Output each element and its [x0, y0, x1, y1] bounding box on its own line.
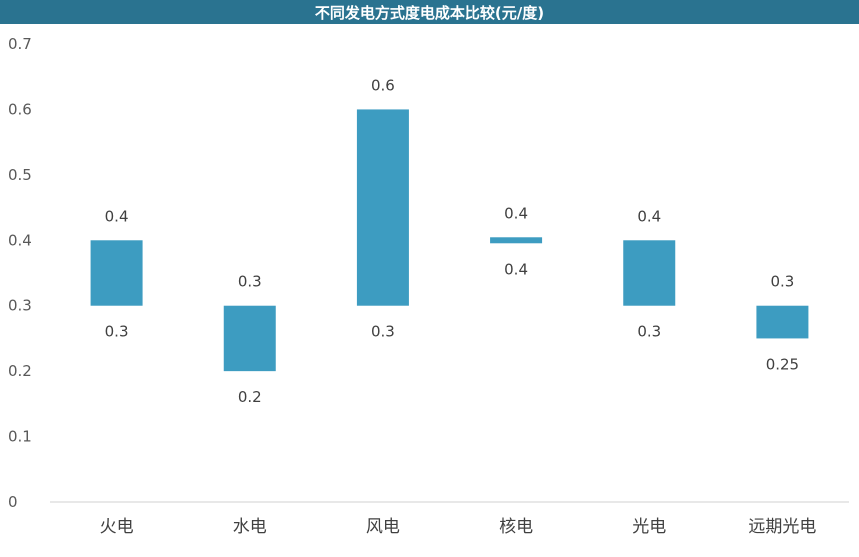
x-category-label: 光电 — [632, 517, 666, 537]
chart-title: 不同发电方式度电成本比较(元/度) — [0, 0, 859, 24]
y-tick-label: 0.4 — [8, 231, 32, 249]
bar-low-label: 0.4 — [504, 260, 528, 278]
bar-low-label: 0.3 — [371, 323, 395, 341]
bar — [623, 240, 676, 306]
bar-high-label: 0.4 — [504, 204, 528, 222]
bar-high-label: 0.6 — [371, 76, 395, 94]
x-category-label: 水电 — [233, 517, 267, 537]
bar — [756, 305, 809, 339]
x-category-label: 核电 — [499, 517, 533, 537]
bar — [223, 305, 276, 372]
bar-high-label: 0.4 — [105, 207, 129, 225]
bar — [490, 237, 543, 244]
y-tick-label: 0.5 — [8, 166, 32, 184]
y-tick-label: 0.7 — [8, 35, 32, 53]
x-category-label: 火电 — [100, 517, 134, 537]
y-tick-label: 0.3 — [8, 297, 32, 315]
x-axis-category-labels: 火电 水电 风电 核电 光电 远期光电 — [100, 517, 817, 537]
y-axis-tick-labels: 0 0.1 0.2 0.3 0.4 0.5 0.6 0.7 — [8, 35, 32, 511]
bar-low-label: 0.3 — [105, 323, 129, 341]
data-labels: 0.4 0.3 0.3 0.2 0.6 0.3 0.4 0.4 0.4 0.3 0.3 0.25 — [105, 76, 799, 406]
x-category-label: 远期光电 — [748, 517, 816, 537]
y-tick-label: 0.6 — [8, 100, 32, 118]
bar — [356, 109, 409, 306]
bar-low-label: 0.25 — [766, 355, 799, 373]
bar-high-label: 0.3 — [238, 273, 262, 291]
bars — [90, 109, 809, 372]
y-tick-label: 0.2 — [8, 362, 32, 380]
y-tick-label: 0 — [8, 493, 18, 511]
bar — [90, 240, 143, 306]
bar-low-label: 0.2 — [238, 388, 262, 406]
bar-high-label: 0.3 — [770, 273, 794, 291]
y-tick-label: 0.1 — [8, 428, 32, 446]
bar-high-label: 0.4 — [637, 207, 661, 225]
x-category-label: 风电 — [366, 517, 400, 537]
bar-low-label: 0.3 — [637, 323, 661, 341]
